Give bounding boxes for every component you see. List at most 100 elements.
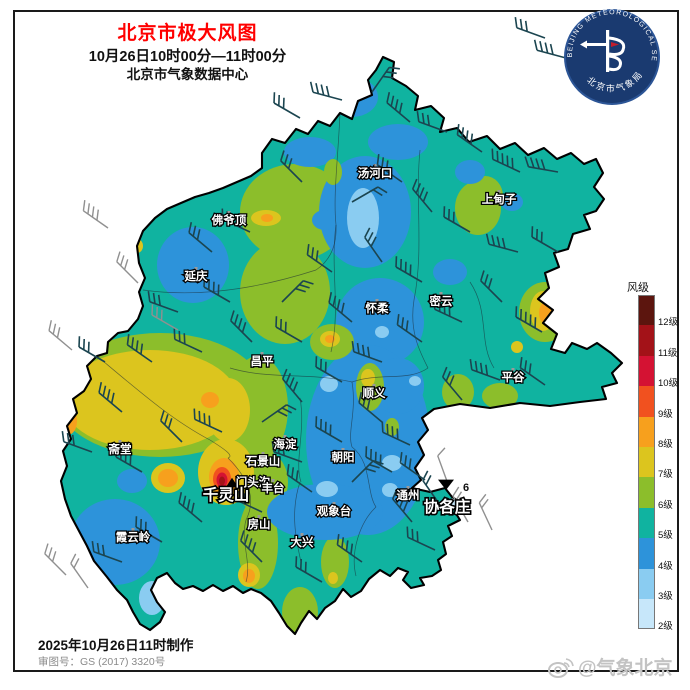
station-dot: [373, 164, 377, 167]
wind-barb: [275, 316, 303, 343]
wind-barb: [151, 304, 179, 331]
wind-barb: [230, 310, 253, 343]
legend-swatch-5级: [638, 507, 655, 539]
contour-blob: [316, 481, 338, 497]
wind-barb: [386, 92, 411, 123]
legend-label: 2级: [658, 621, 673, 633]
wind-barb: [365, 446, 393, 473]
contour-blob: [240, 240, 330, 344]
contour-blob: [320, 376, 338, 392]
station-label: 上甸子: [482, 192, 517, 206]
beijing-boundary: [59, 55, 624, 636]
legend-label: 9级: [658, 408, 673, 420]
wind-barb: [381, 421, 411, 446]
wind-barb: [351, 340, 383, 363]
wind-barb: [240, 530, 263, 563]
legend-label: 5级: [658, 530, 673, 542]
contour-blob: [382, 455, 402, 471]
station-label: 顺义: [363, 386, 386, 400]
station-dot: [227, 211, 231, 214]
station-label: 密云: [429, 294, 453, 308]
wind-barb: [456, 124, 483, 153]
legend-label: 10级: [658, 378, 679, 390]
contour-blob: [328, 572, 338, 584]
station-label: 门头沟: [236, 475, 271, 489]
wind-value-annotation: 6: [463, 482, 469, 494]
wind-barb: [281, 368, 303, 403]
triangle-down-marker: [438, 479, 454, 490]
contour-blob: [158, 469, 178, 487]
contour-blob: [321, 536, 349, 588]
review-number: 审图号：GS (2017) 3320号: [38, 656, 166, 668]
meteorological-service-logo: BEIJING METEOROLOGICAL SERVICE 北京市气象局: [563, 8, 660, 105]
contour-blob: [347, 188, 379, 248]
station-dot: [261, 452, 265, 455]
station-dot: [283, 435, 287, 438]
legend-label: 4级: [658, 560, 673, 572]
contour-blob: [455, 160, 485, 184]
wind-barb: [376, 154, 403, 183]
wind-barb: [160, 410, 183, 443]
wind-barb: [295, 556, 323, 583]
wind-barb: [441, 366, 463, 401]
contour-blob: [312, 210, 338, 230]
wind-barb: [221, 208, 251, 233]
wind-vane-icon: [580, 30, 626, 72]
station-dot: [300, 533, 304, 536]
wind-barb: [515, 306, 543, 333]
wind-barb: [203, 276, 231, 303]
contour-blob: [284, 137, 336, 167]
station-dot: [118, 440, 122, 443]
page-title: 北京市极大风图: [117, 23, 258, 44]
station-dot: [260, 352, 264, 355]
contour-blob: [375, 326, 389, 338]
district-boundary: [315, 112, 341, 271]
wind-barb: [115, 446, 143, 473]
wind-barb: [328, 292, 353, 323]
legend-swatch-2级: [638, 599, 655, 630]
district-boundary: [469, 281, 495, 369]
wind-barb: [364, 227, 383, 263]
wind-barb: [396, 314, 423, 343]
wind-barb: [371, 66, 400, 93]
station-dot: [375, 299, 379, 302]
wind-barb: [524, 156, 559, 173]
wind-barb: [193, 408, 223, 433]
station-label: 海淀: [274, 437, 297, 451]
wind-barb: [271, 440, 303, 463]
wind-barb: [48, 320, 73, 351]
wind-barb: [416, 110, 448, 133]
wind-barb: [309, 81, 343, 101]
wind-barb: [147, 290, 179, 313]
wind-barb: [480, 270, 503, 303]
contour-blob: [501, 193, 523, 211]
wind-barb: [452, 486, 469, 523]
district-boundary: [298, 397, 303, 483]
wind-barb: [395, 256, 423, 283]
contour-blob: [324, 159, 342, 185]
wind-barb: [315, 356, 343, 383]
station-label: 观象台: [317, 504, 352, 518]
legend-swatch-11级: [638, 325, 655, 356]
triangle-up-marker: [225, 477, 239, 488]
legend-swatch-3级: [638, 568, 655, 599]
station-dot: [497, 190, 501, 193]
wind-barb: [126, 334, 153, 363]
station-label: 怀柔: [366, 301, 389, 315]
contour-blob: [117, 469, 147, 493]
legend-label: 6级: [658, 499, 673, 511]
wind-barb: [188, 222, 213, 253]
contour-blob: [372, 358, 424, 414]
district-boundary: [142, 269, 317, 294]
wind-barb: [178, 492, 203, 523]
legend-swatch-4级: [638, 538, 655, 569]
wind-barb: [273, 92, 301, 119]
wind-barb: [469, 358, 501, 381]
contour-blob: [325, 335, 335, 343]
station-label: 大兴: [291, 535, 314, 549]
contour-blob: [243, 569, 255, 583]
legend-swatch-12级: [638, 295, 655, 326]
made-time: 2025年10月26日11时制作: [38, 638, 194, 653]
wind-barb: [351, 186, 388, 203]
